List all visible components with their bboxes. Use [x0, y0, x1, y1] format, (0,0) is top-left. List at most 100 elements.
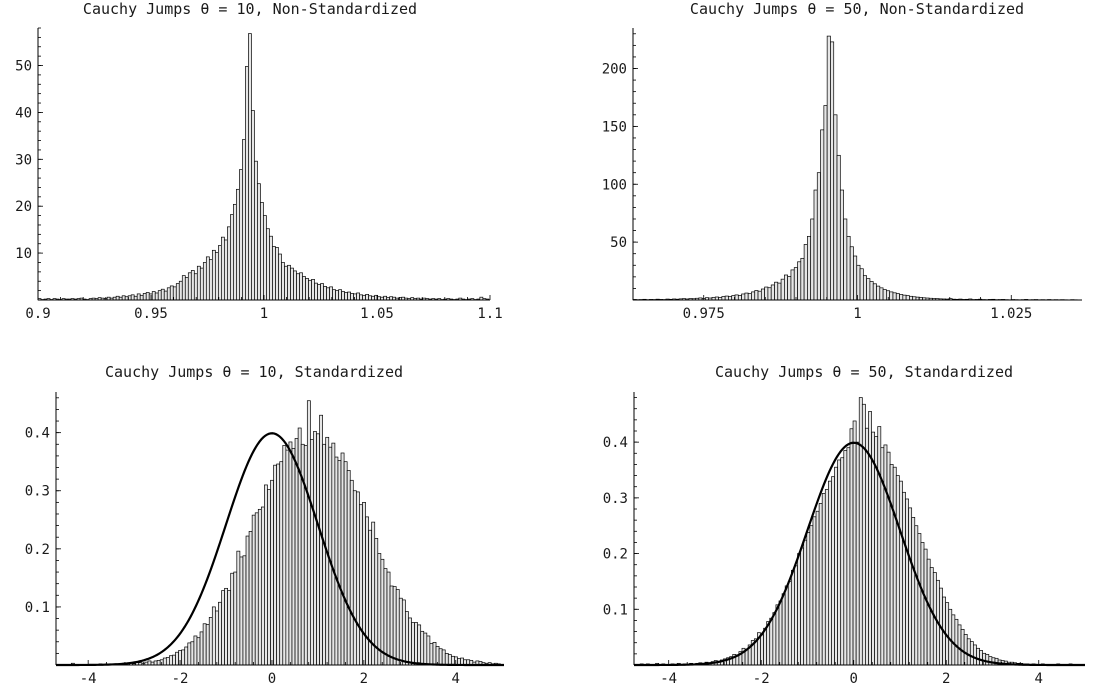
histogram-bar: [208, 617, 213, 666]
histogram-bar: [420, 630, 425, 666]
normal-density-curve: [634, 441, 1085, 667]
histogram-bar: [826, 35, 831, 301]
histogram-bar: [254, 160, 258, 301]
histogram-bar: [305, 278, 309, 301]
histogram-bar: [340, 452, 345, 666]
histogram-bar: [362, 502, 366, 666]
histogram-bar: [988, 656, 993, 666]
histogram-bar: [365, 516, 369, 666]
histogram-bar: [872, 283, 877, 301]
x-tick-label: 1.05: [360, 306, 394, 322]
histogram-bar: [923, 548, 928, 666]
chart-title: Cauchy Jumps θ = 10, Standardized: [105, 363, 403, 381]
histogram-bar: [395, 589, 400, 666]
histogram-bar: [386, 571, 391, 666]
histogram-bar: [809, 525, 814, 666]
histogram-bar: [744, 292, 749, 301]
y-tick-label: 0.3: [603, 491, 628, 507]
histogram-bar: [778, 600, 783, 666]
histogram-bar: [306, 400, 311, 666]
histogram-bar: [383, 568, 388, 666]
histogram-bar: [326, 287, 330, 301]
histogram-bar: [281, 262, 285, 301]
histogram-bar: [787, 581, 792, 666]
histogram-bar: [810, 218, 815, 301]
x-tick-label: 0.9: [25, 306, 50, 322]
histogram-bar: [858, 397, 863, 666]
histogram-bar: [908, 507, 913, 666]
histogram-bar: [895, 293, 900, 301]
histogram-bar: [859, 268, 864, 301]
chart-title: Cauchy Jumps θ = 10, Non-Standardized: [83, 0, 417, 18]
histogram-bar: [754, 290, 759, 301]
histogram-bar: [747, 293, 752, 301]
histogram-bar: [242, 139, 246, 301]
histogram-bar: [879, 287, 884, 301]
histogram-bar: [352, 490, 357, 666]
histogram-bar: [165, 657, 170, 666]
histogram-bar: [790, 569, 795, 666]
histogram-bar: [338, 289, 342, 301]
histogram-bar: [343, 461, 348, 666]
histogram-bar: [193, 635, 198, 666]
histogram-bar: [853, 255, 858, 301]
histogram-bar: [163, 290, 168, 301]
histogram-bar: [115, 295, 120, 301]
histogram-bar: [242, 555, 247, 666]
x-tick-label: 0: [268, 671, 276, 687]
histogram-bar: [290, 267, 294, 301]
chart-title: Cauchy Jumps θ = 50, Non-Standardized: [690, 0, 1024, 18]
y-tick-label: 0.2: [603, 547, 628, 563]
histogram-bar: [272, 246, 276, 301]
histogram-bar: [444, 653, 449, 666]
histogram-bar: [794, 565, 798, 666]
histogram-bar: [236, 550, 241, 666]
histogram-bar: [193, 273, 198, 301]
histogram-bar: [852, 420, 857, 666]
y-tick-label: 0.2: [25, 542, 50, 558]
x-tick-label: 0: [849, 671, 857, 687]
histogram-bar: [202, 623, 207, 666]
histogram-bar: [322, 443, 327, 666]
histogram-bar: [196, 265, 201, 301]
histogram-bar: [849, 246, 854, 301]
x-tick-label: -2: [753, 671, 770, 687]
histogram-bar: [411, 622, 415, 666]
histogram-bar: [889, 464, 894, 666]
y-tick-label: 50: [15, 59, 32, 75]
histogram-bar: [828, 480, 832, 666]
histogram-bar: [296, 273, 300, 301]
histogram-bar: [121, 295, 126, 301]
histogram-bar: [233, 203, 237, 301]
histogram-bar: [837, 459, 842, 666]
histogram-bar: [815, 510, 820, 666]
histogram-bar: [227, 226, 231, 301]
histogram-bar: [211, 249, 216, 301]
histogram-bar: [162, 657, 167, 666]
histogram-bar: [245, 535, 250, 666]
histogram-bar: [871, 431, 876, 666]
histogram-bar: [317, 284, 321, 301]
histogram-bar: [190, 270, 195, 301]
histogram-bar: [133, 295, 138, 301]
histogram-bar: [311, 279, 315, 301]
histogram-bar: [438, 648, 443, 666]
histogram-bar: [248, 33, 252, 301]
x-tick-label: 1: [853, 306, 861, 322]
histogram-bar: [224, 587, 228, 666]
histogram-bar: [414, 622, 418, 666]
normal-density-curve: [56, 432, 504, 667]
histogram-bar: [227, 590, 232, 666]
histogram-bar: [221, 590, 225, 666]
histogram-bar: [866, 278, 871, 301]
histogram-bar: [751, 291, 756, 301]
histogram-bar: [199, 631, 204, 666]
histogram-bar: [757, 290, 762, 301]
histogram-bar: [929, 567, 934, 666]
histogram-bar: [849, 428, 854, 666]
histogram-bar: [347, 291, 351, 301]
histogram-bar: [423, 632, 428, 666]
histogram-bar: [846, 235, 851, 301]
histogram-bar: [380, 558, 385, 666]
histogram-bar: [346, 470, 351, 666]
